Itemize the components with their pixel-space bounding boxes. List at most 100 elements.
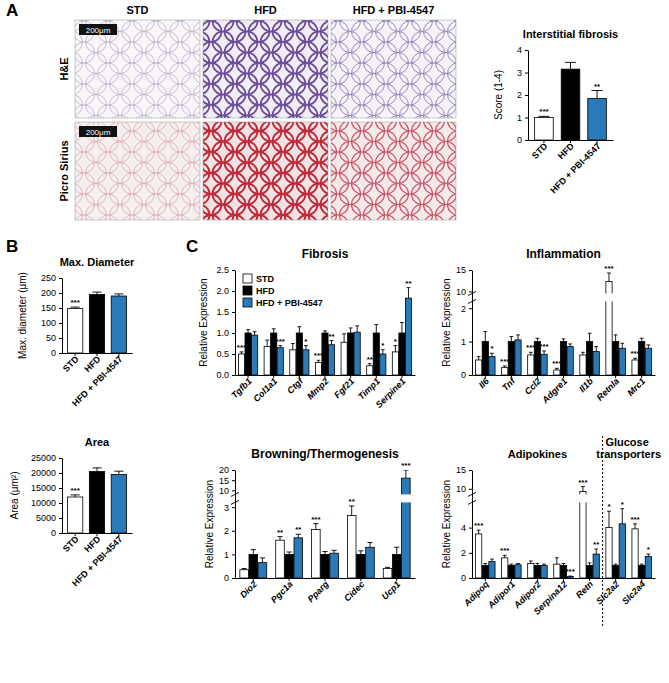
bar bbox=[508, 565, 514, 578]
y-tick: 10000 bbox=[31, 498, 62, 508]
y-tick-mark bbox=[232, 375, 235, 376]
y-axis: 0121015 bbox=[456, 265, 473, 380]
error-bar bbox=[305, 346, 306, 350]
y-tick-mark bbox=[232, 507, 235, 508]
y-tick: 1 bbox=[461, 337, 472, 347]
y-tick-mark bbox=[469, 553, 472, 554]
y-tick-mark bbox=[469, 270, 472, 271]
error-bar bbox=[405, 470, 406, 478]
error-bar bbox=[537, 338, 538, 341]
error-bar bbox=[408, 288, 409, 299]
chart: *****01234STDHFDHFD + PBI-4547Interstiti… bbox=[493, 28, 618, 195]
error-cap bbox=[640, 338, 644, 339]
error-cap bbox=[251, 549, 256, 550]
bar bbox=[392, 352, 398, 375]
error-cap bbox=[555, 557, 559, 558]
y-tick-label: 1 bbox=[224, 550, 229, 560]
y-tick: 200 bbox=[41, 288, 62, 298]
y-tick-mark bbox=[59, 458, 62, 459]
y-tick-mark bbox=[469, 308, 472, 309]
x-tick-label: Ccl2 bbox=[523, 376, 544, 397]
x-tick: Tgfb1 bbox=[229, 375, 253, 400]
bar bbox=[567, 347, 573, 375]
significance-label: ** bbox=[328, 332, 335, 341]
error-bar bbox=[118, 471, 119, 474]
y-tick: 0 bbox=[461, 573, 472, 583]
error-cap bbox=[581, 352, 585, 353]
legend-swatch bbox=[243, 274, 252, 283]
bar bbox=[632, 529, 638, 578]
bar bbox=[580, 491, 586, 578]
chart: ***050100150200250STDHFDHFD + PBI-4547Ma… bbox=[17, 256, 135, 408]
x-tick: Fgf21 bbox=[332, 375, 356, 400]
y-axis: 050100150200250 bbox=[41, 273, 63, 358]
error-cap bbox=[483, 331, 487, 332]
y-tick: 2 bbox=[224, 526, 235, 536]
x-tick: Ccl2 bbox=[523, 375, 544, 397]
x-axis: STDHFDHFD + PBI-4547 bbox=[61, 353, 133, 408]
x-tick: Serpine1 bbox=[374, 375, 408, 410]
y-tick-label: 150 bbox=[41, 303, 56, 313]
marks bbox=[476, 273, 652, 375]
error-cap bbox=[242, 568, 247, 569]
chart: ********************0241015AdipoqAdipor1… bbox=[441, 436, 661, 626]
error-cap bbox=[265, 340, 269, 341]
error-bar bbox=[331, 341, 332, 345]
x-tick: Serpina12 bbox=[532, 578, 569, 617]
y-tick: 0 bbox=[51, 528, 62, 538]
error-cap bbox=[332, 550, 337, 551]
significance-label: *** bbox=[311, 515, 321, 524]
bar bbox=[290, 350, 296, 375]
x-tick: Tnf bbox=[500, 375, 518, 393]
bar bbox=[240, 570, 249, 578]
error-cap bbox=[114, 293, 123, 294]
significance-label: ** bbox=[295, 525, 302, 534]
x-tick-label: Mmp2 bbox=[305, 376, 330, 401]
x-tick-label: Serpina12 bbox=[532, 579, 569, 616]
y-tick: 0.5 bbox=[216, 349, 235, 359]
y-tick-label: 15 bbox=[456, 465, 466, 475]
y-tick: 0 bbox=[517, 135, 528, 145]
significance-label: *** bbox=[578, 478, 588, 487]
bar bbox=[405, 298, 411, 375]
y-tick-label: 0 bbox=[517, 135, 522, 145]
x-tick: Mrc1 bbox=[625, 375, 647, 398]
chart-title: Browning/Thermogenesis bbox=[251, 447, 399, 461]
y-tick: 1.0 bbox=[216, 328, 235, 338]
bar bbox=[276, 540, 285, 578]
y-tick-label: 1 bbox=[517, 113, 522, 123]
error-bar bbox=[97, 468, 98, 472]
scale-bar-box bbox=[79, 24, 117, 35]
error-bar bbox=[511, 337, 512, 342]
error-cap bbox=[246, 329, 250, 330]
y-tick-label: 4 bbox=[517, 45, 522, 55]
bar bbox=[285, 554, 294, 578]
significance-label: ** bbox=[367, 355, 374, 364]
y-tick-mark bbox=[232, 531, 235, 532]
scale-bar-label: 200μm bbox=[86, 128, 111, 137]
x-tick-label: Adipor1 bbox=[485, 579, 517, 611]
y-tick-mark bbox=[59, 278, 62, 279]
error-cap bbox=[287, 552, 292, 553]
y-tick-label: 1.5 bbox=[216, 307, 229, 317]
error-bar bbox=[608, 273, 609, 282]
error-cap bbox=[92, 292, 101, 293]
bar bbox=[554, 564, 560, 578]
bar bbox=[373, 333, 379, 375]
y-tick-mark bbox=[59, 353, 62, 354]
error-bar bbox=[589, 333, 590, 341]
bar bbox=[366, 547, 375, 578]
x-tick: Dio2 bbox=[238, 578, 259, 600]
error-cap bbox=[562, 563, 566, 564]
histology-image bbox=[203, 20, 328, 118]
error-cap bbox=[92, 467, 101, 468]
column-label: HFD bbox=[254, 4, 277, 16]
y-tick: 0 bbox=[224, 573, 235, 583]
error-cap bbox=[568, 343, 572, 344]
significance-label: *** bbox=[474, 521, 484, 530]
bar bbox=[502, 368, 508, 375]
y-tick-label: 5000 bbox=[36, 513, 56, 523]
x-tick-label: Col1a1 bbox=[251, 376, 279, 404]
x-tick: HFD bbox=[556, 140, 577, 161]
chart-title: Max. Diameter bbox=[60, 256, 135, 268]
